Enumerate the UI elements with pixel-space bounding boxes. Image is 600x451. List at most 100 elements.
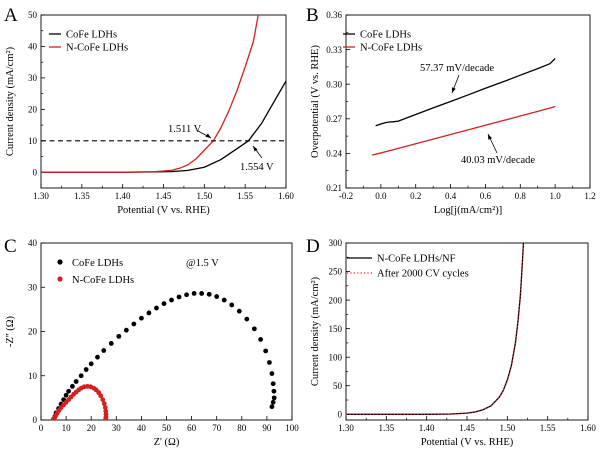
panel-b-ytick-label: 0.27	[326, 114, 342, 124]
panel-c-xtick-label: 40	[137, 423, 147, 433]
panel-d-xtick-label: 1.45	[459, 423, 475, 433]
panel-c-point-n-cofe-ldhs	[103, 416, 109, 420]
panel-c-point-cofe-ldhs	[269, 371, 275, 376]
panel-b-ytick-label: 0.33	[326, 45, 342, 55]
panel-c-ylabel: -Z'' (Ω)	[5, 315, 16, 347]
panel-a-arrowhead-1554	[253, 146, 258, 152]
panel-a-ytick-label: 10	[28, 136, 38, 146]
panel-b-plot: -0.2 0.0 0.2 0.4 0.6 0.8 1.0 1.2 0.21 0.24 0.27 0.3…	[310, 10, 596, 216]
panel-c-point-cofe-ldhs	[199, 291, 205, 296]
panel-d-plot: 1.30 1.35 1.40 1.45 1.50 1.55 1.60 0 50 100 150 200…	[310, 238, 596, 448]
panel-c-point-n-cofe-ldhs	[102, 405, 108, 411]
panel-c-point-cofe-ldhs	[258, 337, 264, 342]
panel-a-series-n-cofe-ldhs	[41, 15, 259, 173]
panel-c-point-cofe-ldhs	[69, 383, 75, 389]
panel-c-xtick-label: 20	[87, 423, 97, 433]
panel-c-xtick-label: 80	[237, 423, 247, 433]
panel-c-point-cofe-ldhs	[146, 310, 152, 316]
panel-a-series-group	[41, 15, 286, 173]
panel-a-ytick-label: 50	[28, 10, 38, 20]
panel-a: A 1.30 1.35 1.40 1.45 1.50 1.55 1.60 0 10 20 30 40 5…	[4, 5, 294, 216]
panel-c-legend-cofe: CoFe LDHs	[72, 258, 123, 269]
panel-c-point-cofe-ldhs	[83, 367, 89, 372]
panel-c: C 0 10 20 30 40 50 60 70 80 90 100 0 10 20 30 40 Z' (Ω) -…	[4, 236, 299, 448]
panel-c-point-cofe-ldhs	[78, 373, 84, 379]
panel-a-xlabel: Potential (V vs. RHE)	[117, 205, 210, 216]
panel-d-ytick-label: 200	[329, 295, 343, 305]
panel-c-ytick-label: 0	[33, 415, 38, 425]
panel-c-point-cofe-ldhs	[123, 327, 129, 333]
panel-c-legend-marker-ncofe	[57, 276, 63, 282]
panel-d: D 1.30 1.35 1.40 1.45 1.50 1.55 1.60 0 50 100 150 2…	[306, 236, 596, 448]
panel-a-ytick-label: 30	[28, 73, 38, 83]
panel-d-legend-cv: After 2000 CV cycles	[377, 269, 469, 280]
panel-d-xlabel: Potential (V vs. RHE)	[421, 437, 514, 448]
panel-d-xtick-label: 1.35	[378, 423, 394, 433]
panel-c-xtick-label: 50	[162, 423, 172, 433]
panel-c-point-cofe-ldhs	[214, 294, 220, 299]
panel-d-series-group	[346, 243, 525, 415]
panel-c-xtick-label: 0	[39, 423, 44, 433]
panel-b-series-group	[371, 58, 556, 156]
panel-a-xtick-label: 1.40	[115, 191, 131, 201]
panel-c-point-cofe-ldhs	[229, 302, 235, 308]
panel-b-legend-ncofe: N-CoFe LDHs	[360, 43, 422, 54]
panel-c-point-cofe-ldhs	[101, 348, 107, 353]
panel-c-xtick-label: 10	[62, 423, 72, 433]
panel-b-arrowhead-4003	[488, 134, 492, 140]
panel-b-ytick-label: 0.24	[326, 149, 342, 159]
panel-d-ytick-label: 0	[338, 409, 343, 419]
panel-c-point-n-cofe-ldhs	[98, 393, 104, 399]
panel-c-frame	[40, 242, 293, 421]
panel-c-point-cofe-ldhs	[63, 392, 69, 398]
panel-b-letter: B	[306, 5, 319, 26]
panel-d-ytick-label: 250	[329, 267, 343, 277]
panel-c-point-cofe-ldhs	[263, 348, 269, 354]
panel-b-xlabel: Log[j(mA/cm²)]	[434, 205, 502, 216]
panel-a-ytick-label: 20	[28, 105, 38, 115]
panel-b-series-cofe-ldhs	[375, 58, 556, 127]
panel-d-xtick-label: 1.55	[540, 423, 556, 433]
panel-c-note: @1.5 V	[186, 258, 219, 269]
panel-b-annotation-5737: 57.37 mV/decade	[420, 63, 494, 74]
panel-b: B -0.2 0.0 0.2 0.4 0.6 0.8 1.0 1.2 0.21 0.24 0.27 0…	[306, 5, 596, 216]
panel-c-point-cofe-ldhs	[116, 333, 122, 339]
panel-b-xtick-label: 1.2	[584, 191, 595, 201]
panel-b-ylabel: Overpotential (V vs. RHE)	[310, 45, 321, 158]
panel-b-series-n-cofe-ldhs	[371, 105, 556, 156]
panel-c-point-cofe-ldhs	[270, 399, 276, 405]
panel-c-legend-marker-cofe	[57, 259, 63, 265]
panel-c-xtick-label: 70	[212, 423, 222, 433]
panel-b-xtick-label: 0.4	[445, 191, 457, 201]
panel-a-series-cofe-ldhs	[41, 80, 286, 173]
panel-a-xtick-label: 1.45	[156, 191, 172, 201]
panel-c-xtick-label: 60	[187, 423, 197, 433]
panel-c-letter: C	[4, 236, 17, 257]
panel-c-point-cofe-ldhs	[269, 404, 275, 410]
panel-d-xtick-label: 1.40	[419, 423, 435, 433]
panel-c-point-cofe-ldhs	[139, 315, 144, 321]
panel-a-legend-ncofe: N-CoFe LDHs	[66, 43, 128, 54]
panel-a-legend-cofe: CoFe LDHs	[66, 30, 117, 41]
panel-a-arrowhead-1511	[205, 133, 211, 138]
panel-c-point-cofe-ldhs	[169, 297, 174, 303]
panel-b-arrowhead-5737	[451, 87, 456, 93]
panel-d-ytick-label: 300	[329, 238, 343, 248]
panel-b-xtick-label: 0.8	[515, 191, 527, 201]
panel-c-legend-ncofe: N-CoFe LDHs	[72, 275, 134, 286]
panel-c-point-cofe-ldhs	[270, 381, 276, 387]
panel-a-ylabel: Current density (mA/cm²)	[5, 46, 16, 156]
panel-c-xtick-label: 30	[112, 423, 122, 433]
panel-c-point-cofe-ldhs	[267, 360, 272, 365]
panel-a-ytick-label: 40	[28, 42, 38, 52]
panel-d-ytick-label: 100	[329, 352, 343, 362]
panel-c-point-cofe-ldhs	[66, 388, 72, 394]
panel-a-xtick-label: 1.50	[196, 191, 212, 201]
panel-a-annotation-1554: 1.554 V	[240, 162, 274, 173]
panel-a-plot: 1.30 1.35 1.40 1.45 1.50 1.55 1.60 0 10 20 30 40 50 P…	[5, 10, 294, 216]
panel-b-ytick-label: 0.30	[326, 79, 342, 89]
panel-b-xtick-label: 1.0	[550, 191, 562, 201]
panel-d-xtick-label: 1.50	[499, 423, 515, 433]
panel-c-point-cofe-ldhs	[271, 388, 277, 394]
